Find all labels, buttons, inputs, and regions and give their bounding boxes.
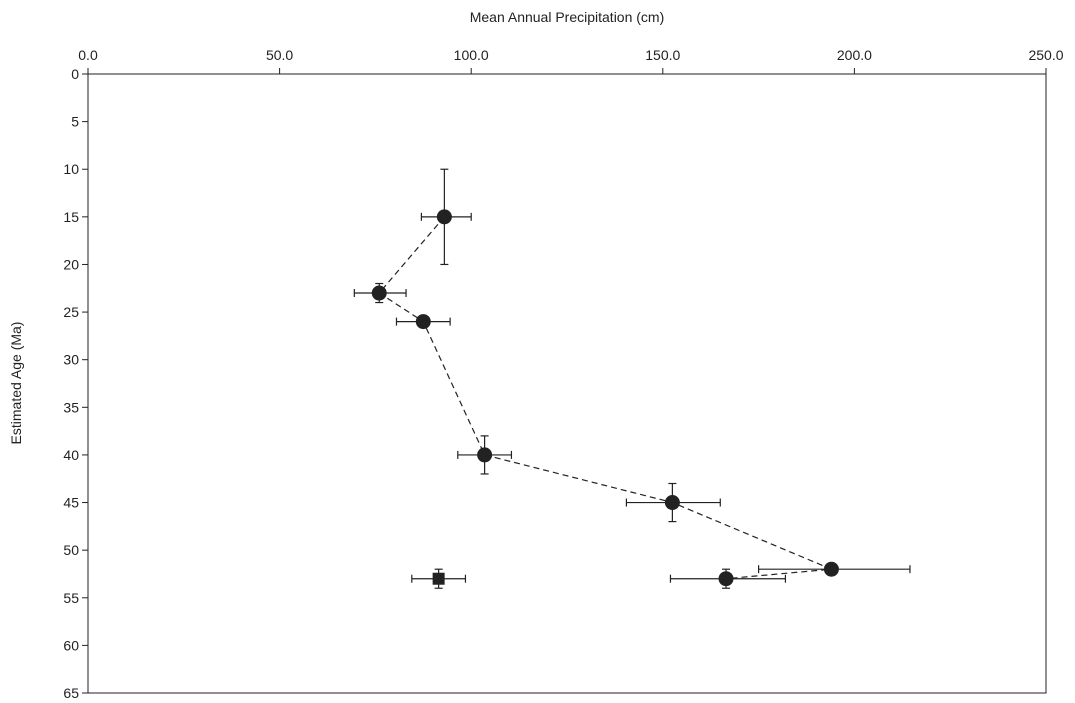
x-tick-label: 100.0: [454, 47, 489, 63]
y-tick-label: 30: [63, 352, 79, 368]
y-tick-label: 65: [63, 685, 79, 701]
data-point-square: [432, 572, 445, 585]
y-tick-label: 50: [63, 542, 79, 558]
data-markers: [371, 209, 839, 587]
x-tick-label: 150.0: [645, 47, 680, 63]
x-tick-label: 50.0: [266, 47, 293, 63]
data-point-circle: [371, 285, 387, 301]
y-tick-label: 10: [63, 161, 79, 177]
plot-area: [87, 73, 1047, 694]
data-point-circle: [436, 209, 452, 225]
y-tick-label: 0: [71, 66, 79, 82]
x-axis: 0.0 50.0 100.0 150.0 200.0 250.0: [78, 47, 1064, 74]
data-point-circle: [718, 571, 734, 587]
data-point-circle: [664, 495, 680, 511]
x-tick-label: 250.0: [1028, 47, 1063, 63]
data-point-circle: [415, 314, 431, 330]
x-tick-label: 0.0: [78, 47, 98, 63]
y-axis: 0 5 10 15 20 25 30 35 40 45 50 55 60 65: [63, 66, 88, 701]
y-tick-label: 35: [63, 399, 79, 415]
data-point-circle: [823, 561, 839, 577]
y-tick-label: 45: [63, 495, 79, 511]
y-tick-label: 15: [63, 209, 79, 225]
y-tick-label: 20: [63, 256, 79, 272]
y-tick-label: 5: [71, 114, 79, 130]
y-tick-label: 25: [63, 304, 79, 320]
x-axis-title: Mean Annual Precipitation (cm): [470, 9, 665, 25]
y-axis-title: Estimated Age (Ma): [8, 322, 24, 445]
y-tick-label: 40: [63, 447, 79, 463]
data-point-circle: [477, 447, 493, 463]
y-tick-label: 55: [63, 590, 79, 606]
y-tick-label: 60: [63, 637, 79, 653]
x-tick-label: 200.0: [837, 47, 872, 63]
